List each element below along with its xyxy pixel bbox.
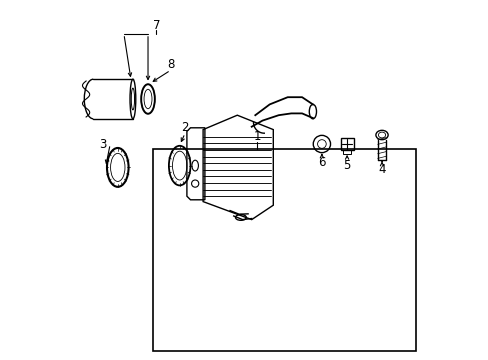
Bar: [342, 150, 351, 154]
Text: 4: 4: [378, 163, 385, 176]
Text: 2: 2: [181, 121, 188, 134]
Text: 1: 1: [253, 130, 260, 143]
Bar: [152, 149, 415, 351]
Text: 5: 5: [343, 159, 350, 172]
Text: 3: 3: [99, 138, 106, 150]
Text: 7: 7: [152, 19, 160, 32]
Bar: [340, 138, 353, 150]
Text: 6: 6: [318, 156, 325, 169]
Text: 8: 8: [167, 58, 174, 71]
